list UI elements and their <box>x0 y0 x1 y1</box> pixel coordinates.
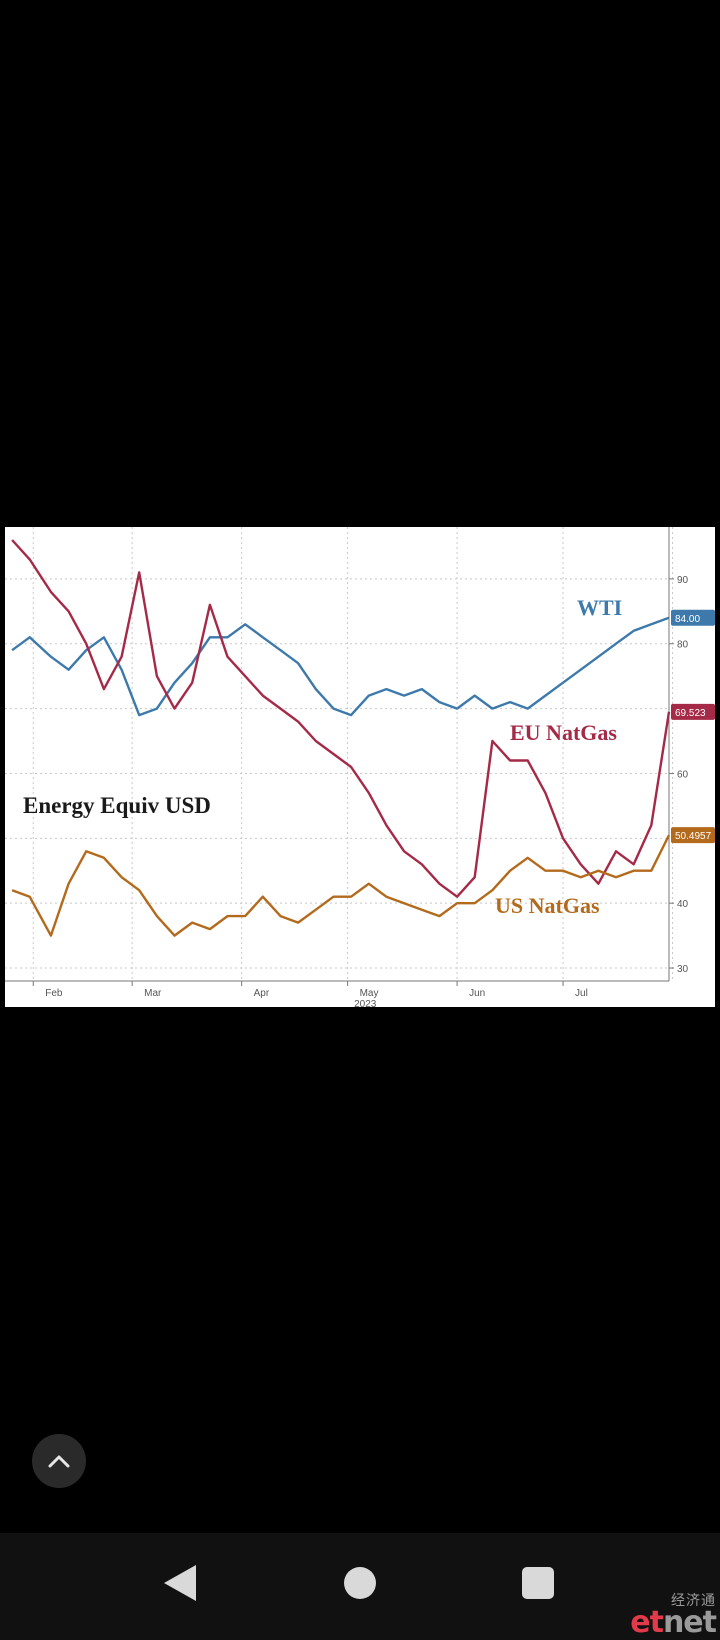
x-tick-label: May <box>360 988 379 999</box>
chart-panel: 90 80 60 40 30 Feb Mar Apr May Jun Jul 2023 84.00 69.… <box>5 527 715 1007</box>
y-tick-label: 40 <box>677 899 689 910</box>
chevron-up-icon <box>48 1455 70 1468</box>
recents-button[interactable] <box>508 1553 568 1613</box>
x-tick-label: Apr <box>254 988 270 999</box>
x-axis-label: 2023 <box>354 999 377 1007</box>
y-tick-label: 80 <box>677 640 689 651</box>
watermark-net: net <box>662 1605 717 1640</box>
series-label: EU NatGas <box>510 720 617 745</box>
series-line-us-natgas <box>11 834 671 937</box>
last-value-tag <box>671 703 715 720</box>
y-tick-label: 60 <box>677 769 689 780</box>
recents-square-icon <box>522 1567 554 1599</box>
watermark-et: et <box>630 1605 664 1640</box>
chart-svg: 90 80 60 40 30 Feb Mar Apr May Jun Jul 2023 84.00 69.… <box>5 527 715 1007</box>
home-button[interactable] <box>330 1553 390 1613</box>
x-tick-label: Mar <box>144 988 162 999</box>
series-label: WTI <box>577 595 622 620</box>
last-value-tag <box>671 827 715 844</box>
x-tick-label: Jun <box>469 988 485 999</box>
watermark-brand: etnet <box>630 1605 717 1640</box>
back-button[interactable] <box>150 1553 210 1613</box>
y-tick-label: 30 <box>677 964 689 975</box>
series-line-wti <box>11 616 670 717</box>
last-value-label: 84.00 <box>675 614 700 625</box>
series-label: US NatGas <box>495 893 600 918</box>
home-circle-icon <box>344 1567 376 1599</box>
last-value-tag <box>671 609 715 626</box>
y-tick-label: 90 <box>677 575 689 586</box>
back-triangle-icon <box>164 1565 196 1601</box>
series-line-eu-natgas <box>11 539 671 898</box>
etnet-watermark: 经济通 etnet <box>630 1593 717 1640</box>
watermark-chinese: 经济通 <box>671 1593 716 1609</box>
last-value-label: 50.4957 <box>675 831 712 842</box>
last-value-label: 69.523 <box>675 708 706 719</box>
scroll-to-top-button[interactable] <box>32 1434 86 1488</box>
chart-title: Energy Equiv USD <box>23 793 211 818</box>
x-tick-label: Jul <box>575 988 588 999</box>
x-tick-label: Feb <box>45 988 63 999</box>
system-nav-bar: 经济通 etnet <box>0 1533 720 1640</box>
